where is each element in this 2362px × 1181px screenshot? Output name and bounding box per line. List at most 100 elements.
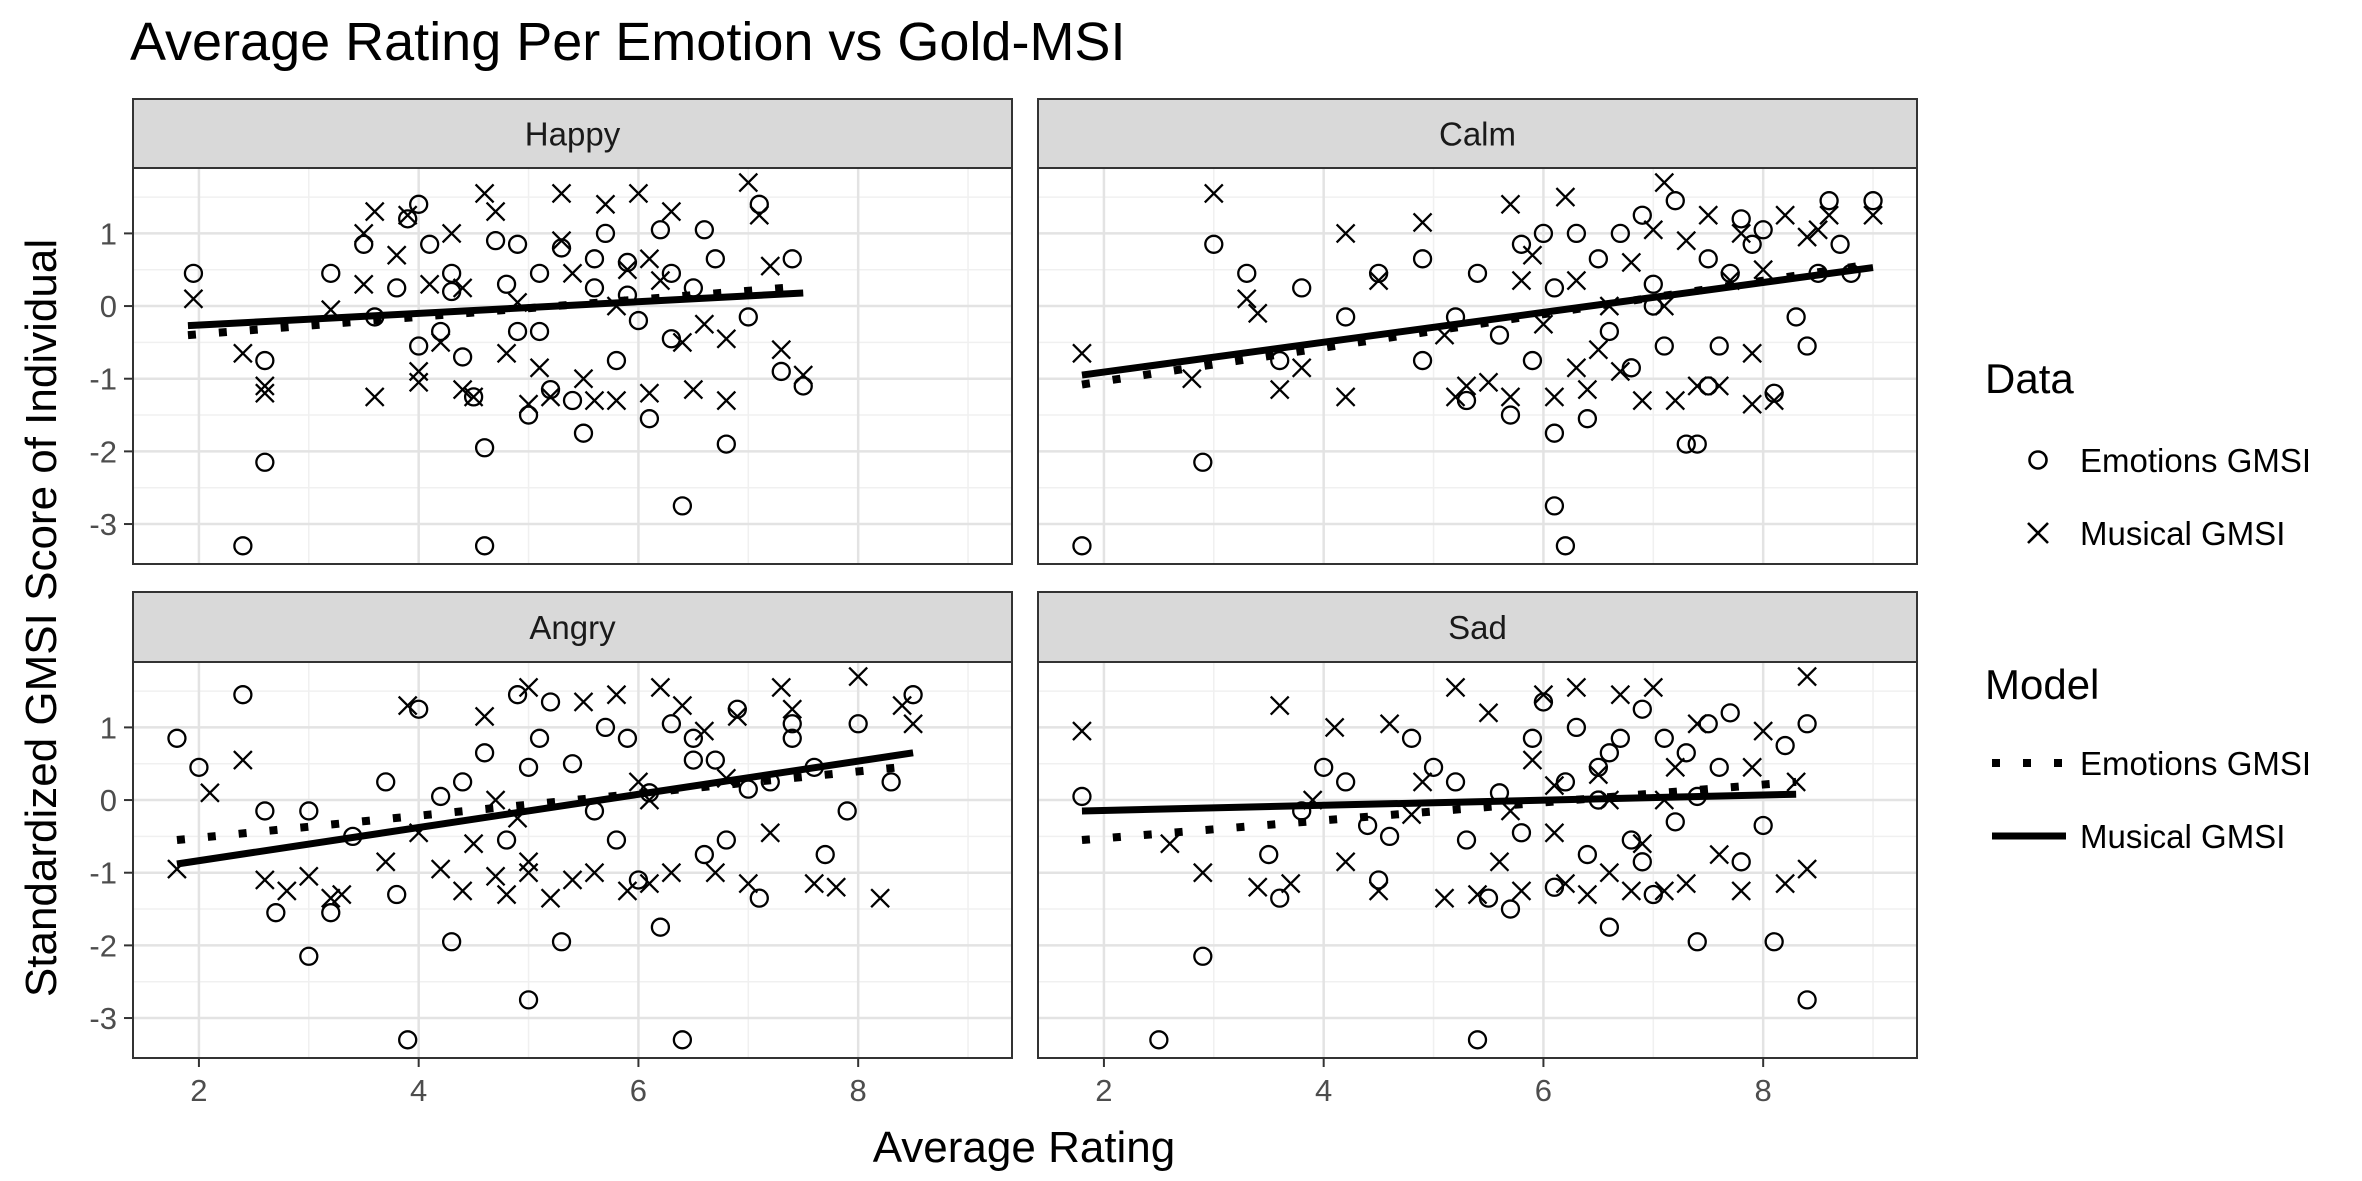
y-tick-label: -3: [89, 1001, 117, 1036]
point-musical-gmsi: [1280, 873, 1301, 894]
point-musical-gmsi: [595, 194, 616, 215]
point-emotions-gmsi: [1599, 321, 1619, 342]
point-emotions-gmsi: [529, 728, 550, 748]
y-axis-title: Standardized GMSI Score of Individual: [17, 239, 66, 997]
point-emotions-gmsi: [1270, 350, 1290, 371]
point-emotions-gmsi: [1566, 717, 1587, 738]
legend: Data Emotions GMSI Musical GMSI Model Em…: [1985, 355, 2311, 855]
point-musical-gmsi: [1533, 684, 1554, 705]
point-emotions-gmsi: [1687, 434, 1707, 454]
point-musical-gmsi: [1401, 804, 1422, 825]
point-emotions-gmsi: [705, 249, 725, 269]
chart-title: Average Rating Per Emotion vs Gold-MSI: [130, 12, 1125, 72]
point-musical-gmsi: [1687, 376, 1708, 396]
point-emotions-gmsi: [474, 536, 495, 556]
point-emotions-gmsi: [441, 932, 462, 952]
point-musical-gmsi: [1511, 881, 1532, 901]
point-emotions-gmsi: [474, 438, 495, 458]
point-musical-gmsi: [540, 387, 561, 407]
point-emotions-gmsi: [1544, 423, 1565, 443]
point-emotions-gmsi: [409, 194, 429, 214]
point-musical-gmsi: [255, 376, 275, 396]
point-musical-gmsi: [430, 859, 451, 879]
point-musical-gmsi: [1676, 230, 1697, 251]
point-musical-gmsi: [1775, 205, 1795, 226]
y-tick-label: 1: [100, 216, 117, 251]
point-emotions-gmsi: [639, 409, 660, 429]
point-emotions-gmsi: [837, 801, 857, 821]
legend-circle-icon: [2028, 450, 2048, 470]
point-musical-gmsi: [1434, 888, 1455, 908]
point-emotions-gmsi: [1072, 536, 1092, 556]
point-emotions-gmsi: [1676, 434, 1696, 454]
strip-angry: [132, 591, 1013, 663]
point-musical-gmsi: [628, 183, 649, 204]
point-musical-gmsi: [1742, 343, 1763, 364]
point-musical-gmsi: [1863, 205, 1883, 226]
point-emotions-gmsi: [1731, 209, 1751, 229]
legend-label-emotions-fit: Emotions GMSI: [2080, 745, 2311, 782]
point-emotions-gmsi: [507, 321, 528, 342]
panel-angry: Angry 1 0 -1 -2 -3 2 4 6 8: [89, 591, 1013, 1108]
point-musical-gmsi: [1522, 750, 1543, 770]
fit-line-musical-gmsi: [1081, 264, 1874, 379]
point-emotions-gmsi: [1698, 249, 1718, 269]
point-musical-gmsi: [606, 390, 627, 411]
y-tick-label: -2: [89, 928, 117, 963]
y-tick-label: 0: [100, 289, 117, 324]
point-musical-gmsi: [1192, 862, 1213, 883]
point-musical-gmsi: [200, 782, 220, 803]
point-emotions-gmsi: [1522, 728, 1543, 748]
point-emotions-gmsi: [1336, 772, 1356, 792]
point-emotions-gmsi: [1665, 812, 1685, 832]
point-musical-gmsi: [804, 873, 825, 894]
point-musical-gmsi: [353, 274, 374, 295]
point-emotions-gmsi: [1665, 191, 1685, 211]
point-musical-gmsi: [639, 383, 660, 404]
point-emotions-gmsi: [430, 786, 451, 807]
point-emotions-gmsi: [518, 990, 539, 1010]
point-emotions-gmsi: [1676, 743, 1696, 763]
fit-line-musical-gmsi: [187, 289, 804, 330]
point-musical-gmsi: [1709, 844, 1730, 865]
point-musical-gmsi: [496, 884, 517, 905]
strip-label-angry: Angry: [529, 609, 616, 646]
point-emotions-gmsi: [1753, 815, 1773, 836]
point-emotions-gmsi: [529, 263, 550, 284]
point-musical-gmsi: [397, 205, 418, 226]
point-emotions-gmsi: [562, 754, 583, 774]
y-tick-label: 0: [100, 783, 117, 818]
point-musical-gmsi: [474, 706, 495, 727]
point-musical-gmsi: [1610, 684, 1631, 705]
point-musical-gmsi: [1555, 873, 1576, 894]
point-musical-gmsi: [1797, 859, 1817, 879]
point-musical-gmsi: [1555, 187, 1576, 207]
point-musical-gmsi: [496, 343, 517, 364]
point-musical-gmsi: [573, 368, 594, 389]
strip-happy: [132, 98, 1013, 169]
point-emotions-gmsi: [1610, 728, 1630, 748]
point-musical-gmsi: [639, 249, 660, 269]
point-emotions-gmsi: [496, 830, 517, 850]
point-emotions-gmsi: [1445, 772, 1466, 792]
point-musical-gmsi: [518, 862, 539, 883]
point-emotions-gmsi: [1193, 452, 1213, 472]
panel-background: [1038, 662, 1917, 1058]
point-musical-gmsi: [1324, 717, 1345, 738]
point-musical-gmsi: [1203, 183, 1224, 204]
x-tick-label: 6: [630, 1073, 647, 1108]
point-emotions-gmsi: [1577, 409, 1598, 429]
point-musical-gmsi: [540, 888, 561, 908]
point-musical-gmsi: [474, 183, 495, 204]
point-musical-gmsi: [452, 278, 473, 298]
legend-label-emotions-points: Emotions GMSI: [2080, 442, 2311, 479]
point-musical-gmsi: [1335, 223, 1356, 244]
point-emotions-gmsi: [529, 321, 550, 342]
point-musical-gmsi: [1698, 205, 1719, 226]
point-emotions-gmsi: [430, 321, 451, 342]
point-musical-gmsi: [672, 332, 693, 353]
point-emotions-gmsi: [1654, 336, 1674, 356]
point-emotions-gmsi: [782, 728, 802, 748]
x-tick-label: 2: [190, 1073, 207, 1108]
